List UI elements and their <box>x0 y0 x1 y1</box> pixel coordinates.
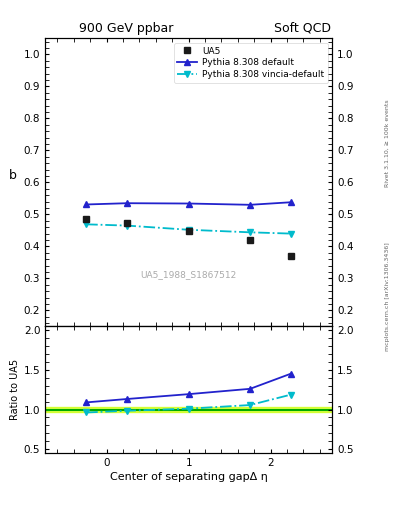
Pythia 8.308 default <box>186 200 191 206</box>
Line: Pythia 8.308 vincia-default: Pythia 8.308 vincia-default <box>83 221 294 237</box>
Pythia 8.308 default <box>84 201 88 207</box>
UA5 <box>125 220 130 226</box>
Text: Rivet 3.1.10, ≥ 100k events: Rivet 3.1.10, ≥ 100k events <box>385 99 389 187</box>
Pythia 8.308 default <box>289 199 294 205</box>
Pythia 8.308 vincia-default <box>186 227 191 233</box>
UA5 <box>186 228 191 234</box>
Text: UA5_1988_S1867512: UA5_1988_S1867512 <box>141 270 237 279</box>
UA5 <box>84 216 88 222</box>
Line: UA5: UA5 <box>83 216 294 259</box>
Legend: UA5, Pythia 8.308 default, Pythia 8.308 vincia-default: UA5, Pythia 8.308 default, Pythia 8.308 … <box>174 43 328 82</box>
X-axis label: Center of separating gapΔ η: Center of separating gapΔ η <box>110 472 268 482</box>
Pythia 8.308 vincia-default <box>84 221 88 227</box>
Pythia 8.308 default <box>248 202 252 208</box>
Pythia 8.308 default <box>125 200 130 206</box>
Bar <box>45 407 332 412</box>
Text: 900 GeV ppbar: 900 GeV ppbar <box>79 22 173 35</box>
Line: Pythia 8.308 default: Pythia 8.308 default <box>83 199 294 208</box>
Y-axis label: Ratio to UA5: Ratio to UA5 <box>9 359 20 420</box>
Text: mcplots.cern.ch [arXiv:1306.3436]: mcplots.cern.ch [arXiv:1306.3436] <box>385 243 389 351</box>
Text: Soft QCD: Soft QCD <box>274 22 331 35</box>
UA5 <box>248 237 252 243</box>
Pythia 8.308 vincia-default <box>125 223 130 229</box>
Pythia 8.308 vincia-default <box>289 230 294 237</box>
Pythia 8.308 vincia-default <box>248 229 252 236</box>
UA5 <box>289 253 294 259</box>
Y-axis label: b: b <box>9 169 17 182</box>
